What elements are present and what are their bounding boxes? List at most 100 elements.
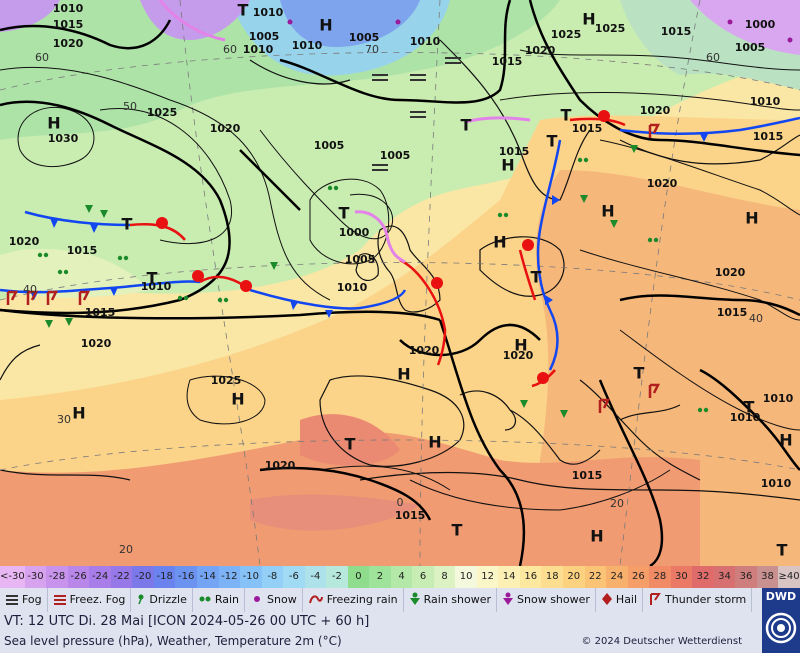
thunderstorm-symbols bbox=[6, 123, 661, 413]
legend-label: Thunder storm bbox=[665, 593, 747, 606]
weather-legend: Fog Freez. Fog Drizzle Rain Snow Freezing rai… bbox=[0, 588, 762, 612]
temperature-isoline-label: 50 bbox=[123, 100, 137, 113]
dwd-swirl-icon bbox=[765, 612, 797, 644]
pressure-label: 1015 bbox=[572, 122, 603, 135]
scale-cell: -14 bbox=[196, 566, 219, 588]
rain-icon bbox=[198, 594, 215, 606]
pressure-center-label: H bbox=[514, 336, 527, 355]
scale-cell: 36 bbox=[735, 566, 757, 588]
rain-shower-symbols bbox=[45, 145, 638, 418]
pressure-center-label: H bbox=[319, 16, 332, 35]
isobars bbox=[0, 49, 800, 511]
temperature-scale: <-30 -30 -28 -26 -24 -22 -20 -18 -16 -14 -12 -10 -8-… bbox=[0, 566, 800, 604]
legend-label: Hail bbox=[615, 593, 638, 606]
pressure-label: 1010 bbox=[53, 2, 84, 15]
pressure-center-label: T bbox=[339, 204, 350, 223]
legend-label: Drizzle bbox=[149, 593, 187, 606]
legend-item: Snow bbox=[245, 588, 303, 612]
pressure-center-label: T bbox=[777, 541, 788, 560]
scale-cell: 14 bbox=[498, 566, 520, 588]
pressure-center-label: T bbox=[452, 521, 463, 540]
pressure-center-label: H bbox=[397, 365, 410, 384]
scale-cell: 26 bbox=[627, 566, 650, 588]
scale-cell: 6 bbox=[412, 566, 434, 588]
snow-icon bbox=[250, 593, 267, 607]
temperature-isoline-label: 70 bbox=[365, 43, 379, 56]
pressure-label: 1010 bbox=[750, 95, 781, 108]
copyright: © 2024 Deutscher Wetterdienst bbox=[581, 636, 742, 647]
rain-shower-icon bbox=[409, 592, 424, 608]
rain-symbols bbox=[37, 157, 709, 413]
scale-cell: ≥40 °C bbox=[778, 566, 800, 604]
pressure-label: 1020 bbox=[53, 37, 84, 50]
pressure-label: 1020 bbox=[81, 337, 112, 350]
scale-cell: 22 bbox=[584, 566, 607, 588]
pressure-center-label: T bbox=[147, 269, 158, 288]
drizzle-icon bbox=[136, 593, 149, 607]
legend-label: Snow shower bbox=[517, 593, 590, 606]
scale-cell: 20 bbox=[563, 566, 585, 588]
pressure-label: 1015 bbox=[499, 145, 530, 158]
pressure-center-label: T bbox=[238, 1, 249, 20]
temperature-isoline-label: 0 bbox=[397, 496, 404, 509]
pressure-label: 1005 bbox=[735, 41, 766, 54]
pressure-label: 1015 bbox=[492, 55, 523, 68]
fog-icon bbox=[5, 593, 22, 607]
scale-cell: -2 bbox=[326, 566, 348, 588]
scale-cell: -20 bbox=[132, 566, 154, 588]
pressure-label: 1020 bbox=[640, 104, 671, 117]
legend-item: Thunder storm bbox=[643, 588, 753, 612]
scale-cell: 28 bbox=[649, 566, 671, 588]
graticule bbox=[0, 0, 800, 566]
chart-subtitle: Sea level pressure (hPa), Weather, Tempe… bbox=[4, 634, 342, 648]
pressure-label: 1015 bbox=[572, 469, 603, 482]
legend-item: Rain shower bbox=[404, 588, 498, 612]
freezing-rain-icon bbox=[308, 593, 327, 607]
scale-cell: -8 bbox=[261, 566, 284, 588]
scale-cell: -22 bbox=[110, 566, 133, 588]
pressure-center-label: H bbox=[501, 156, 514, 175]
scale-cell: 34 bbox=[713, 566, 736, 588]
snow-symbols bbox=[287, 19, 793, 43]
pressure-label: 1020 bbox=[265, 459, 296, 472]
pressure-label: 1015 bbox=[717, 306, 748, 319]
pressure-label: 1005 bbox=[345, 253, 376, 266]
pressure-center-label: H bbox=[745, 209, 758, 228]
scale-cell: -4 bbox=[304, 566, 327, 588]
thunderstorm-icon bbox=[648, 592, 665, 608]
valid-time: VT: 12 UTC Di. 28 Mai [ICON 2024-05-26 0… bbox=[4, 614, 370, 629]
pressure-center-label: H bbox=[231, 390, 244, 409]
scale-cell: -26 bbox=[67, 566, 90, 588]
pressure-center-label: H bbox=[601, 202, 614, 221]
dwd-logo: DWD bbox=[762, 588, 800, 653]
scale-cell: 8 bbox=[433, 566, 456, 588]
temperature-isoline-label: 60 bbox=[35, 51, 49, 64]
legend-item: Drizzle bbox=[131, 588, 193, 612]
pressure-center-label: H bbox=[582, 10, 595, 29]
pressure-center-label: H bbox=[779, 431, 792, 450]
snow-shower-icon bbox=[502, 592, 517, 608]
temperature-isoline-label: 60 bbox=[223, 43, 237, 56]
pressure-label: 1015 bbox=[85, 306, 116, 319]
pressure-center-label: T bbox=[744, 398, 755, 417]
pressure-center-label: T bbox=[122, 215, 133, 234]
pressure-label: 1025 bbox=[211, 374, 242, 387]
coastlines bbox=[0, 39, 800, 501]
temperature-isoline-label: 40 bbox=[749, 312, 763, 325]
legend-item: Rain bbox=[193, 588, 246, 612]
hail-icon bbox=[601, 592, 616, 608]
pressure-center-label: H bbox=[47, 114, 60, 133]
legend-item: Fog bbox=[0, 588, 48, 612]
legend-label: Freezing rain bbox=[326, 593, 398, 606]
scale-cell: 24 bbox=[606, 566, 628, 588]
scale-cell: 4 bbox=[390, 566, 413, 588]
legend-label: Fog bbox=[22, 593, 42, 606]
occluded-front bbox=[158, 0, 531, 264]
temperature-isoline-label: 30 bbox=[57, 413, 71, 426]
pressure-center-label: H bbox=[493, 233, 506, 252]
pressure-label: 1000 bbox=[339, 226, 370, 239]
